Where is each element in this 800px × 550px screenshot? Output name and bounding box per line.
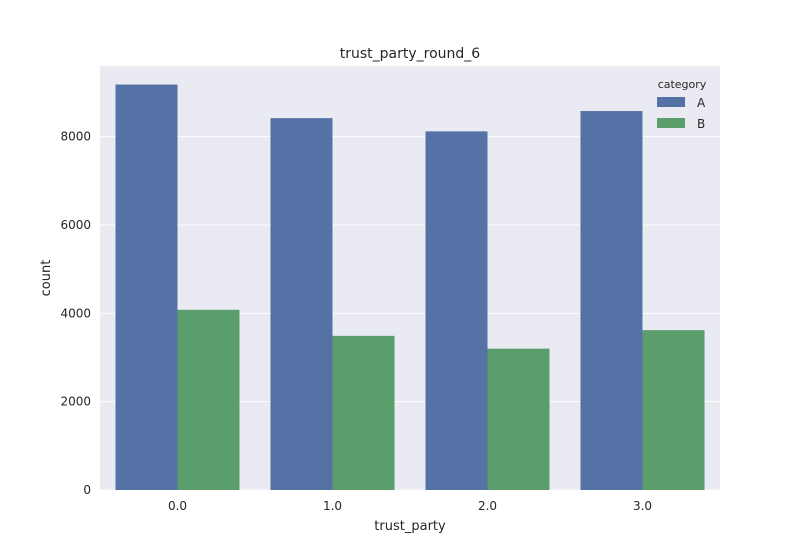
bar-a-1-0	[270, 118, 333, 490]
bar-b-3-0	[642, 330, 705, 490]
x-tick-label: 0.0	[168, 499, 187, 513]
bar-a-0-0	[115, 84, 178, 491]
chart-title: trust_party_round_6	[340, 46, 481, 62]
y-tick-labels: 0 2000 4000 6000 8000	[60, 130, 91, 497]
legend-swatch-a	[657, 97, 685, 107]
bar-b-1-0	[332, 335, 395, 490]
x-tick-label: 1.0	[323, 499, 342, 513]
y-tick-label: 4000	[60, 306, 91, 320]
legend-swatch-b	[657, 118, 685, 128]
y-axis-label: count	[39, 260, 54, 297]
y-tick-label: 0	[83, 483, 91, 497]
bar-b-2-0	[487, 348, 550, 490]
x-tick-label: 2.0	[478, 499, 497, 513]
legend-title: category	[658, 78, 707, 91]
legend-label-b: B	[697, 117, 705, 131]
y-tick-label: 2000	[60, 395, 91, 409]
y-tick-label: 6000	[60, 218, 91, 232]
x-axis-label: trust_party	[374, 519, 446, 534]
bars	[115, 84, 705, 491]
legend-label-a: A	[697, 96, 706, 110]
bar-a-3-0	[580, 111, 643, 491]
y-tick-label: 8000	[60, 130, 91, 144]
legend: category AB	[657, 78, 707, 131]
bar-a-2-0	[425, 131, 488, 490]
bar-b-0-0	[177, 309, 240, 490]
x-tick-labels: 0.0 1.0 2.0 3.0	[168, 499, 652, 513]
x-tick-label: 3.0	[633, 499, 652, 513]
